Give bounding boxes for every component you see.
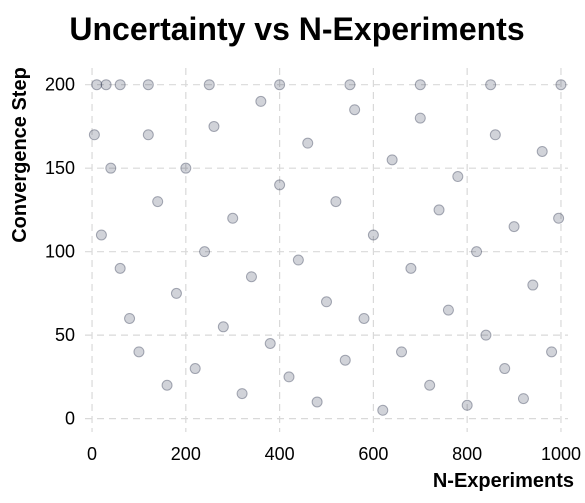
- x-tick-label: 600: [358, 444, 388, 464]
- data-point: [124, 312, 136, 324]
- x-tick-label: 200: [171, 444, 201, 464]
- data-point: [292, 254, 304, 266]
- data-point: [471, 246, 483, 258]
- data-point: [311, 396, 323, 408]
- y-axis-label: Convergence Step: [9, 67, 31, 243]
- data-point: [536, 145, 548, 157]
- data-point: [555, 79, 567, 91]
- y-tick-label: 50: [55, 325, 75, 345]
- y-tick-label: 150: [45, 158, 75, 178]
- data-point: [344, 79, 356, 91]
- data-point: [424, 379, 436, 391]
- data-point: [170, 287, 182, 299]
- data-point: [133, 346, 145, 358]
- data-points: [88, 79, 567, 416]
- data-point: [245, 271, 257, 283]
- data-point: [405, 262, 417, 274]
- data-point: [517, 393, 529, 405]
- data-point: [161, 379, 173, 391]
- data-point: [180, 162, 192, 174]
- data-point: [485, 79, 497, 91]
- grid-lines: [85, 68, 568, 432]
- data-point: [452, 171, 464, 183]
- x-tick-labels: 0 200 400 600 800 1000: [87, 444, 581, 464]
- data-point: [236, 388, 248, 400]
- data-point: [442, 304, 454, 316]
- x-tick-label: 800: [452, 444, 482, 464]
- data-point: [264, 338, 276, 349]
- data-point: [396, 346, 408, 358]
- data-point: [203, 79, 215, 91]
- data-point: [255, 95, 267, 107]
- data-point: [489, 129, 501, 141]
- data-point: [142, 129, 154, 141]
- data-point: [553, 212, 565, 224]
- data-point: [499, 363, 511, 375]
- data-point: [433, 204, 445, 216]
- data-point: [367, 229, 379, 241]
- y-tick-label: 200: [45, 75, 75, 95]
- data-point: [283, 371, 295, 383]
- data-point: [480, 329, 492, 341]
- y-tick-labels: 0 50 100 150 200: [45, 75, 75, 429]
- data-point: [349, 104, 361, 116]
- data-point: [114, 262, 126, 274]
- data-point: [302, 137, 314, 149]
- data-point: [321, 296, 332, 308]
- data-point: [199, 246, 211, 258]
- data-point: [414, 112, 426, 124]
- x-tick-label: 1000: [541, 444, 581, 464]
- data-point: [105, 162, 117, 174]
- chart-title: Uncertainty vs N-Experiments: [69, 11, 524, 47]
- data-point: [88, 129, 100, 141]
- data-point: [91, 79, 103, 91]
- data-point: [114, 79, 126, 91]
- data-point: [461, 399, 473, 411]
- data-point: [414, 79, 426, 91]
- y-tick-label: 0: [65, 409, 75, 429]
- x-tick-label: 400: [265, 444, 295, 464]
- data-point: [546, 346, 558, 358]
- y-tick-label: 100: [45, 242, 75, 262]
- data-point: [100, 79, 112, 91]
- data-point: [152, 196, 164, 208]
- data-point: [208, 120, 220, 132]
- data-point: [358, 312, 370, 324]
- data-point: [217, 321, 229, 333]
- data-point: [527, 279, 539, 291]
- data-point: [227, 212, 239, 224]
- data-point: [274, 179, 286, 191]
- x-axis-label: N-Experiments: [433, 470, 574, 492]
- data-point: [386, 154, 398, 166]
- data-point: [339, 354, 351, 366]
- data-point: [189, 363, 201, 375]
- data-point: [142, 79, 154, 91]
- data-point: [330, 196, 342, 208]
- data-point: [508, 221, 520, 233]
- data-point: [95, 229, 107, 241]
- data-point: [274, 79, 286, 91]
- x-tick-label: 0: [87, 444, 97, 464]
- data-point: [377, 404, 389, 416]
